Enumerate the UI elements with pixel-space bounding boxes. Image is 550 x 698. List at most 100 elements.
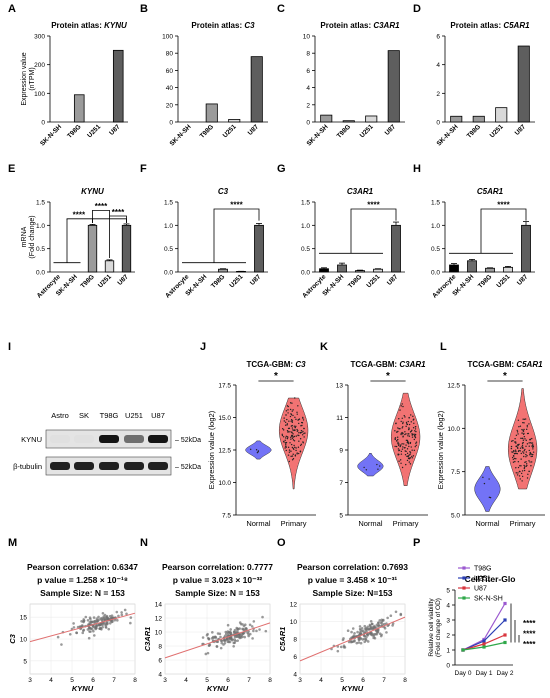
violin-point <box>519 450 521 452</box>
violin-point <box>288 460 290 463</box>
scatter-point <box>235 635 238 638</box>
violin-point <box>284 447 286 449</box>
regression-line <box>299 616 406 662</box>
violin-chart-L: 5.0 7.5 10.0 12.5 Normal Primary * Expression v… <box>436 371 545 528</box>
y-tick-label: 10 <box>303 34 311 41</box>
violin-point <box>400 462 402 464</box>
violin-point <box>405 421 408 424</box>
violin-point <box>287 431 289 433</box>
scatter-point <box>92 629 95 633</box>
y-tick-label: 8 <box>293 637 297 644</box>
violin-point <box>404 450 406 452</box>
violin-point <box>525 451 528 453</box>
violin-point <box>517 419 520 421</box>
violin-point <box>291 446 294 449</box>
chart-title-G: C3AR1 <box>347 187 374 196</box>
violin-point <box>518 443 520 446</box>
chart-title-K: TCGA-GBM: C3AR1 <box>350 360 426 369</box>
y-tick-label: 5 <box>446 588 450 595</box>
violin-point <box>512 461 515 463</box>
violin-point <box>302 419 305 421</box>
x-tick-label: 3 <box>298 677 302 684</box>
x-tick-label: U251 <box>495 273 511 289</box>
panel-letter-B: B <box>140 3 148 15</box>
x-tick-label: U87 <box>249 273 263 287</box>
sig-stars: **** <box>112 208 125 217</box>
scatter-point <box>75 631 78 635</box>
scatter-point <box>88 621 92 624</box>
y-tick-label: 6 <box>436 34 440 41</box>
scatter-point <box>248 623 252 627</box>
bar-U87 <box>521 224 531 273</box>
panel-letter-N: N <box>140 537 148 549</box>
violin-point <box>290 455 292 458</box>
violin-point <box>528 442 530 444</box>
violin-point <box>299 450 302 452</box>
y-tick-label: 15.0 <box>218 415 231 422</box>
violin-point <box>521 432 523 434</box>
violin-Normal <box>474 466 501 512</box>
scatter-point <box>92 616 96 619</box>
violin-point <box>413 433 415 435</box>
chart-title-O: Pearson correlation: 0.7693 <box>297 562 408 572</box>
sig-stars: **** <box>497 201 510 210</box>
y-tick-label: 0.5 <box>164 246 173 253</box>
violin-point <box>283 420 286 422</box>
violin-point <box>394 437 397 439</box>
violin-point <box>413 422 415 425</box>
y-tick-label: 20 <box>166 102 174 109</box>
violin-point <box>400 453 403 455</box>
blot-band <box>99 462 119 470</box>
violin-point <box>523 452 525 454</box>
violin-point <box>283 417 285 419</box>
violin-point <box>406 448 409 450</box>
violin-point <box>400 405 402 407</box>
x-tick-label: U251 <box>86 123 102 139</box>
sig-stars: **** <box>523 619 536 628</box>
x-tick-label: T98G <box>466 123 482 139</box>
violin-point <box>401 448 404 450</box>
y-tick-label: 200 <box>34 62 45 69</box>
scatter-point <box>238 635 241 639</box>
scatter-point <box>248 632 252 636</box>
violin-point <box>519 425 522 427</box>
y-tick-label: 8 <box>158 644 162 651</box>
scatter-point <box>379 621 383 625</box>
bar-T98G <box>485 267 495 273</box>
violin-point <box>529 451 531 454</box>
violin-point <box>518 449 520 452</box>
violin-point <box>530 465 532 467</box>
legend-label: T98G <box>474 566 492 573</box>
violin-point <box>409 452 412 454</box>
violin-point <box>518 470 521 473</box>
chart-title-H: C5AR1 <box>477 187 504 196</box>
violin-point <box>408 445 410 448</box>
scatter-point <box>100 623 103 626</box>
series-point <box>482 639 486 643</box>
violin-point <box>397 448 400 450</box>
x-tick-label: 5 <box>205 677 209 684</box>
violin-point <box>529 442 532 444</box>
violin-point <box>517 444 519 447</box>
scatter-point <box>105 621 108 625</box>
violin-point <box>407 433 409 435</box>
legend-label: SK-N-SH <box>474 596 503 603</box>
scatter-point <box>68 632 72 636</box>
violin-point <box>408 423 411 426</box>
series-point <box>503 640 507 645</box>
violin-point <box>290 436 292 439</box>
violin-point <box>298 432 300 434</box>
chart-title-N: Pearson correlation: 0.7777 <box>162 562 273 572</box>
violin-point <box>415 430 417 433</box>
scatter-point <box>367 627 370 631</box>
scatter-point <box>238 627 241 630</box>
violin-point <box>284 421 287 424</box>
violin-point <box>528 449 530 452</box>
lane-label: SK <box>79 411 89 420</box>
violin-Normal <box>245 440 272 460</box>
bar-chart-D: 0 2 4 6 SK-N-SH T98G U251 U87 <box>436 34 535 148</box>
legend-marker <box>462 586 466 590</box>
blot-row-label: KYNU <box>21 435 42 444</box>
